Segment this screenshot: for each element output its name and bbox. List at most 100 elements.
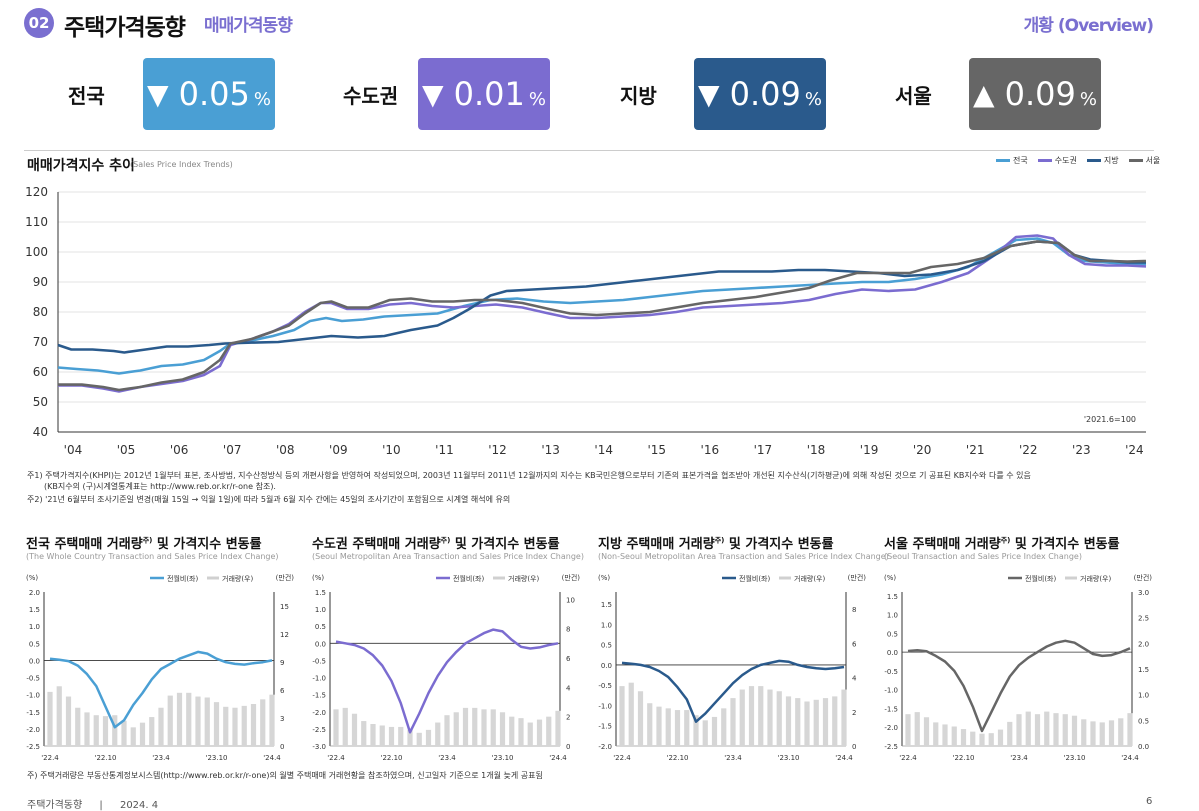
volume-bar [416,732,422,746]
volume-bar [674,710,681,746]
volume-bar [149,717,155,746]
volume-bar [979,733,985,746]
legend-swatch [1037,159,1052,162]
kpi-region-seoul: 서울 [895,84,932,108]
right-tick-label: 6 [566,655,571,663]
volume-bar [435,722,441,746]
x-tick-label: '15 [647,443,666,457]
volume-bar [333,709,339,746]
volume-bar [370,724,376,746]
x-tick-label: '08 [276,443,295,457]
volume-bar [139,722,146,746]
right-tick-label: 1.5 [1138,666,1149,674]
x-tick-label: '20 [913,443,932,457]
legend-swatch [1086,159,1101,162]
left-tick-label: -1.5 [884,705,898,713]
left-tick-label: 1.5 [29,606,40,614]
x-tick-label: '23.4 [1010,754,1028,762]
right-tick-label: 4 [566,684,571,692]
volume-bar [1016,714,1022,746]
left-tick-label: 1.0 [601,621,612,629]
x-tick-label: '22.10 [953,754,975,762]
volume-bar [1127,713,1133,746]
legend-bar-label: 거래량(우) [1080,574,1111,583]
x-tick-label: '12 [488,443,507,457]
legend-line-label: 전월비(좌) [167,574,198,583]
volume-bar [223,706,229,746]
kpi-value: 0.09 [729,75,801,113]
volume-bar [804,701,810,746]
volume-bar [158,707,164,746]
volume-bar [721,708,727,746]
volume-bar [213,702,220,746]
right-tick-label: 2 [566,714,570,722]
legend-bar-label: 거래량(우) [222,574,253,583]
main-line-chart: 40 50 60 70 80 90 100 110 120 '04 '05 '06 '07 '08 '09 '… [25,185,1147,457]
series-line-지방 [57,240,1146,354]
legend-bar-swatch [207,576,219,580]
volume-bar [250,704,257,746]
x-tick-label: '06 [170,443,189,457]
small-chart-title: 전국 주택매매 거래량주) 및 가격지수 변동률 [26,536,262,552]
left-tick-label: -2.5 [884,743,898,751]
x-tick-label: '22.10 [381,754,403,762]
volume-bar [398,726,404,746]
footnote-3: 주) 주택거래량은 부동산통계정보시스템(http://www.reb.or.k… [27,771,543,780]
volume-bar [425,729,432,746]
volume-bar [841,689,847,746]
x-tick-label: '23.4 [438,754,456,762]
left-tick-label: -0.5 [884,668,898,676]
left-tick-label: -0.5 [598,682,612,690]
volume-bar [1044,711,1050,746]
x-tick-label: '14 [594,443,613,457]
small-chart-title-block: 수도권 주택매매 거래량주) 및 가격지수 변동률 (Seoul Metropo… [312,533,584,561]
down-arrow-icon: ▼ [422,77,444,111]
kpi-region-national: 전국 [68,84,105,108]
left-tick-label: 0.0 [887,649,898,657]
right-tick-label: 0 [852,743,856,751]
volume-bar [232,707,238,746]
left-tick-label: 1.5 [601,601,612,609]
left-tick-label: -2.0 [26,726,40,734]
volume-bar [656,706,662,746]
legend-bar-swatch [779,576,791,580]
left-tick-label: 0.0 [601,662,612,670]
x-tick-label: '23.10 [206,754,228,762]
left-tick-label: -2.5 [312,726,326,734]
volume-bar [1025,711,1031,746]
volume-bar [102,716,109,746]
volume-bar [536,719,543,746]
volume-bar [776,691,782,746]
y-tick-label: 70 [33,335,48,349]
x-tick-label: '23.4 [724,754,742,762]
right-tick-label: 2.0 [1138,640,1149,648]
section-number-badge: 02 [24,8,54,38]
legend-bar-label: 거래량(우) [794,574,825,583]
left-tick-label: -2.0 [312,709,326,717]
kpi-unit: % [804,88,822,110]
x-tick-label: '07 [223,443,242,457]
overview-label: 개황 (Overview) [1023,16,1154,36]
y-tick-label: 80 [33,305,48,319]
left-tick-label: 0.5 [315,623,326,631]
kpi-box-capital: ▼ 0.01 % [418,58,550,130]
left-tick-label: 0.5 [29,640,40,648]
volume-bar [711,716,718,746]
volume-bar [527,722,533,746]
volume-bar [176,692,183,746]
volume-bar [822,698,829,746]
right-tick-label: 10 [566,596,575,604]
right-tick-label: 15 [280,603,289,611]
legend-swatch [1128,159,1143,162]
right-tick-label: 0 [566,743,570,751]
left-axis-unit: (%) [312,574,324,582]
page-footer: 주택가격동향 | 2024. 4 [27,796,158,811]
volume-bar [499,712,506,746]
kpi-region-local: 지방 [620,84,657,108]
x-tick-label: '21 [966,443,985,457]
series-line-서울 [58,240,1147,392]
volume-bar [619,686,625,746]
volume-bar [361,721,367,746]
volume-bar [65,696,72,746]
volume-bar [647,703,653,746]
